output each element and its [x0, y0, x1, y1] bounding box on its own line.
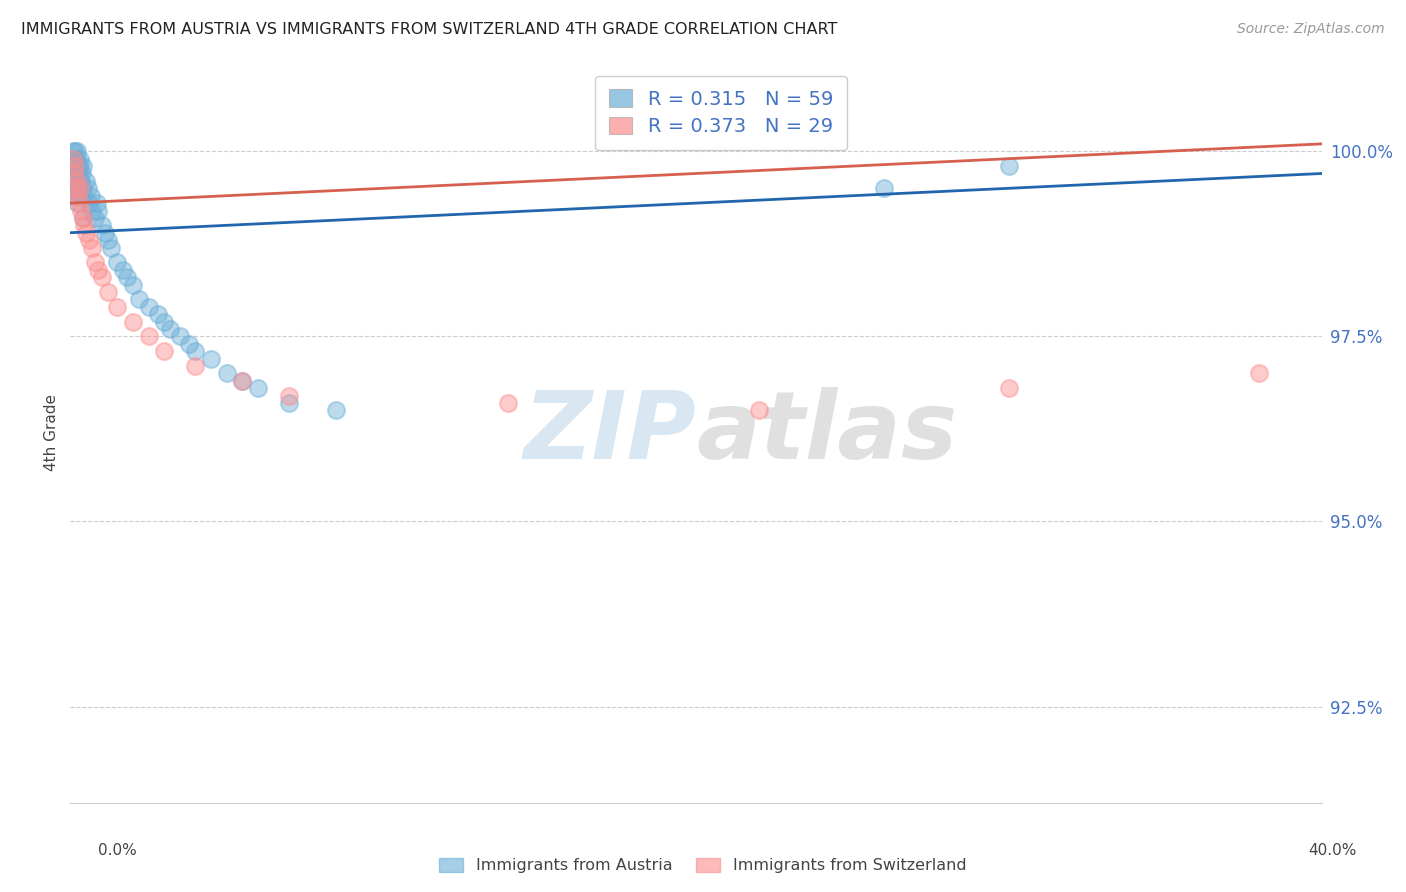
Point: [65, 145, 87, 159]
Point: [67, 159, 90, 173]
Point: [121, 315, 145, 329]
Point: [65, 174, 87, 188]
Point: [872, 181, 894, 195]
Text: Source: ZipAtlas.com: Source: ZipAtlas.com: [1237, 22, 1385, 37]
Point: [67, 174, 90, 188]
Point: [278, 396, 301, 410]
Text: 40.0%: 40.0%: [1309, 843, 1357, 858]
Point: [200, 351, 222, 366]
Point: [72, 211, 94, 225]
Point: [82, 241, 104, 255]
Point: [748, 403, 770, 417]
Point: [69, 152, 91, 166]
Point: [115, 270, 138, 285]
Point: [112, 262, 135, 277]
Point: [105, 300, 128, 314]
Point: [65, 159, 87, 173]
Point: [75, 226, 97, 240]
Point: [62, 181, 84, 195]
Point: [69, 181, 91, 195]
Point: [100, 241, 122, 255]
Point: [63, 188, 86, 202]
Point: [153, 315, 176, 329]
Text: ZIP: ZIP: [523, 386, 696, 479]
Point: [65, 181, 87, 195]
Point: [69, 188, 91, 202]
Point: [60, 159, 83, 173]
Point: [82, 203, 104, 218]
Point: [93, 226, 115, 240]
Point: [79, 188, 101, 202]
Point: [184, 344, 207, 359]
Point: [159, 322, 181, 336]
Point: [67, 167, 90, 181]
Point: [63, 145, 86, 159]
Point: [73, 219, 96, 233]
Point: [72, 159, 94, 173]
Point: [76, 181, 98, 195]
Point: [169, 329, 191, 343]
Point: [247, 381, 270, 395]
Point: [498, 396, 520, 410]
Point: [67, 181, 90, 195]
Point: [67, 196, 90, 211]
Point: [138, 300, 160, 314]
Point: [69, 159, 91, 173]
Point: [179, 336, 201, 351]
Point: [70, 167, 93, 181]
Point: [63, 152, 86, 166]
Point: [70, 203, 93, 218]
Point: [62, 167, 84, 181]
Point: [77, 233, 100, 247]
Text: atlas: atlas: [696, 386, 957, 479]
Point: [84, 255, 107, 269]
Point: [231, 374, 253, 388]
Text: IMMIGRANTS FROM AUSTRIA VS IMMIGRANTS FROM SWITZERLAND 4TH GRADE CORRELATION CHA: IMMIGRANTS FROM AUSTRIA VS IMMIGRANTS FR…: [21, 22, 838, 37]
Point: [128, 293, 150, 307]
Point: [97, 285, 120, 299]
Point: [97, 233, 120, 247]
Point: [73, 188, 96, 202]
Point: [184, 359, 207, 373]
Point: [215, 367, 238, 381]
Text: 0.0%: 0.0%: [98, 843, 138, 858]
Point: [65, 181, 87, 195]
Legend: R = 0.315   N = 59, R = 0.373   N = 29: R = 0.315 N = 59, R = 0.373 N = 29: [595, 76, 846, 150]
Y-axis label: 4th Grade: 4th Grade: [44, 394, 59, 471]
Point: [138, 329, 160, 343]
Point: [90, 219, 112, 233]
Point: [62, 152, 84, 166]
Point: [231, 374, 253, 388]
Point: [105, 255, 128, 269]
Point: [72, 181, 94, 195]
Point: [90, 270, 112, 285]
Point: [63, 159, 86, 173]
Point: [153, 344, 176, 359]
Legend: Immigrants from Austria, Immigrants from Switzerland: Immigrants from Austria, Immigrants from…: [433, 851, 973, 880]
Point: [70, 174, 93, 188]
Point: [63, 167, 86, 181]
Point: [75, 174, 97, 188]
Point: [66, 196, 89, 211]
Point: [278, 389, 301, 403]
Point: [121, 277, 145, 292]
Point: [63, 174, 86, 188]
Point: [77, 196, 100, 211]
Point: [67, 188, 90, 202]
Point: [998, 159, 1021, 173]
Point: [72, 211, 94, 225]
Point: [87, 262, 110, 277]
Point: [65, 167, 87, 181]
Point: [146, 307, 169, 321]
Point: [84, 211, 107, 225]
Point: [325, 403, 347, 417]
Point: [62, 145, 84, 159]
Point: [86, 196, 108, 211]
Point: [998, 381, 1021, 395]
Point: [66, 152, 89, 166]
Point: [87, 203, 110, 218]
Point: [1249, 367, 1271, 381]
